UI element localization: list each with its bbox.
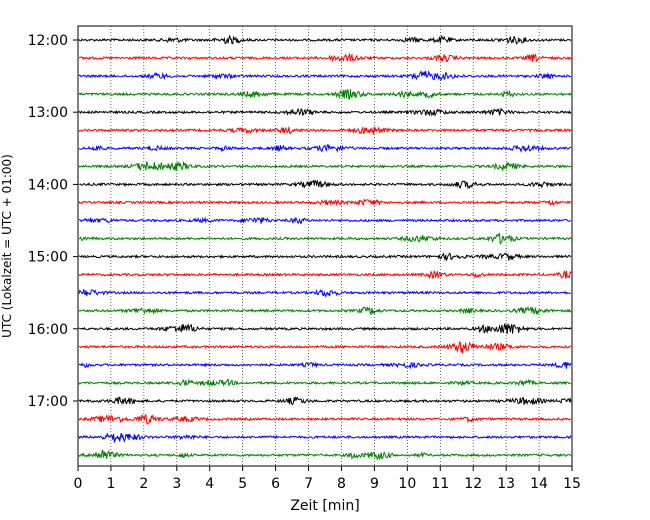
y-tick-label: 15:00 <box>28 250 68 266</box>
trace-1645 <box>78 378 572 387</box>
trace-1400 <box>78 179 572 190</box>
x-tick-label: 2 <box>139 476 148 492</box>
x-tick-label: 9 <box>370 476 379 492</box>
trace-1345 <box>78 160 572 172</box>
x-tick-label: 0 <box>74 476 83 492</box>
trace-1615 <box>78 341 572 354</box>
plot-frame <box>77 25 573 467</box>
y-tick-label: 13:00 <box>28 105 68 121</box>
trace-1700 <box>78 395 572 406</box>
trace-1230 <box>78 69 572 82</box>
y-axis: 12:00 13:00 14:00 15:00 16:00 17:00 <box>28 33 78 410</box>
x-tick-label: 11 <box>431 476 449 492</box>
trace-1730 <box>78 433 572 444</box>
trace-1745 <box>78 449 572 461</box>
x-tick-label: 4 <box>205 476 214 492</box>
y-axis-label: UTC (Lokalzeit = UTC + 01:00) <box>0 154 14 338</box>
x-axis: 0 1 2 3 4 5 6 7 8 9 10 11 12 13 14 15 <box>74 466 581 492</box>
y-tick-label: 16:00 <box>28 322 68 338</box>
x-axis-label: Zeit [min] <box>290 498 359 514</box>
trace-1445 <box>78 232 572 245</box>
trace-1430 <box>78 216 572 225</box>
x-tick-label: 13 <box>497 476 515 492</box>
x-tick-label: 12 <box>464 476 482 492</box>
x-tick-label: 15 <box>563 476 581 492</box>
traces <box>78 34 572 461</box>
x-tick-label: 1 <box>106 476 115 492</box>
trace-1415 <box>78 198 572 207</box>
trace-1545 <box>78 305 572 316</box>
trace-1330 <box>78 143 572 153</box>
trace-1200 <box>78 34 572 45</box>
y-tick-label: 17:00 <box>28 394 68 410</box>
trace-1630 <box>78 361 572 370</box>
trace-1500 <box>78 252 572 262</box>
y-tick-label: 12:00 <box>28 33 68 49</box>
trace-1600 <box>78 323 572 335</box>
trace-1530 <box>78 288 572 298</box>
x-tick-label: 14 <box>530 476 548 492</box>
x-tick-label: 8 <box>337 476 346 492</box>
trace-1315 <box>78 125 572 136</box>
grid-lines <box>110 26 540 466</box>
trace-1515 <box>78 269 572 280</box>
x-tick-label: 5 <box>238 476 247 492</box>
trace-1715 <box>78 413 572 425</box>
y-tick-label: 14:00 <box>28 177 68 193</box>
x-tick-label: 10 <box>398 476 416 492</box>
x-tick-label: 6 <box>271 476 280 492</box>
trace-1215 <box>78 52 572 63</box>
trace-1300 <box>78 107 572 117</box>
x-tick-label: 3 <box>172 476 181 492</box>
x-tick-label: 7 <box>304 476 313 492</box>
trace-1245 <box>78 89 572 100</box>
